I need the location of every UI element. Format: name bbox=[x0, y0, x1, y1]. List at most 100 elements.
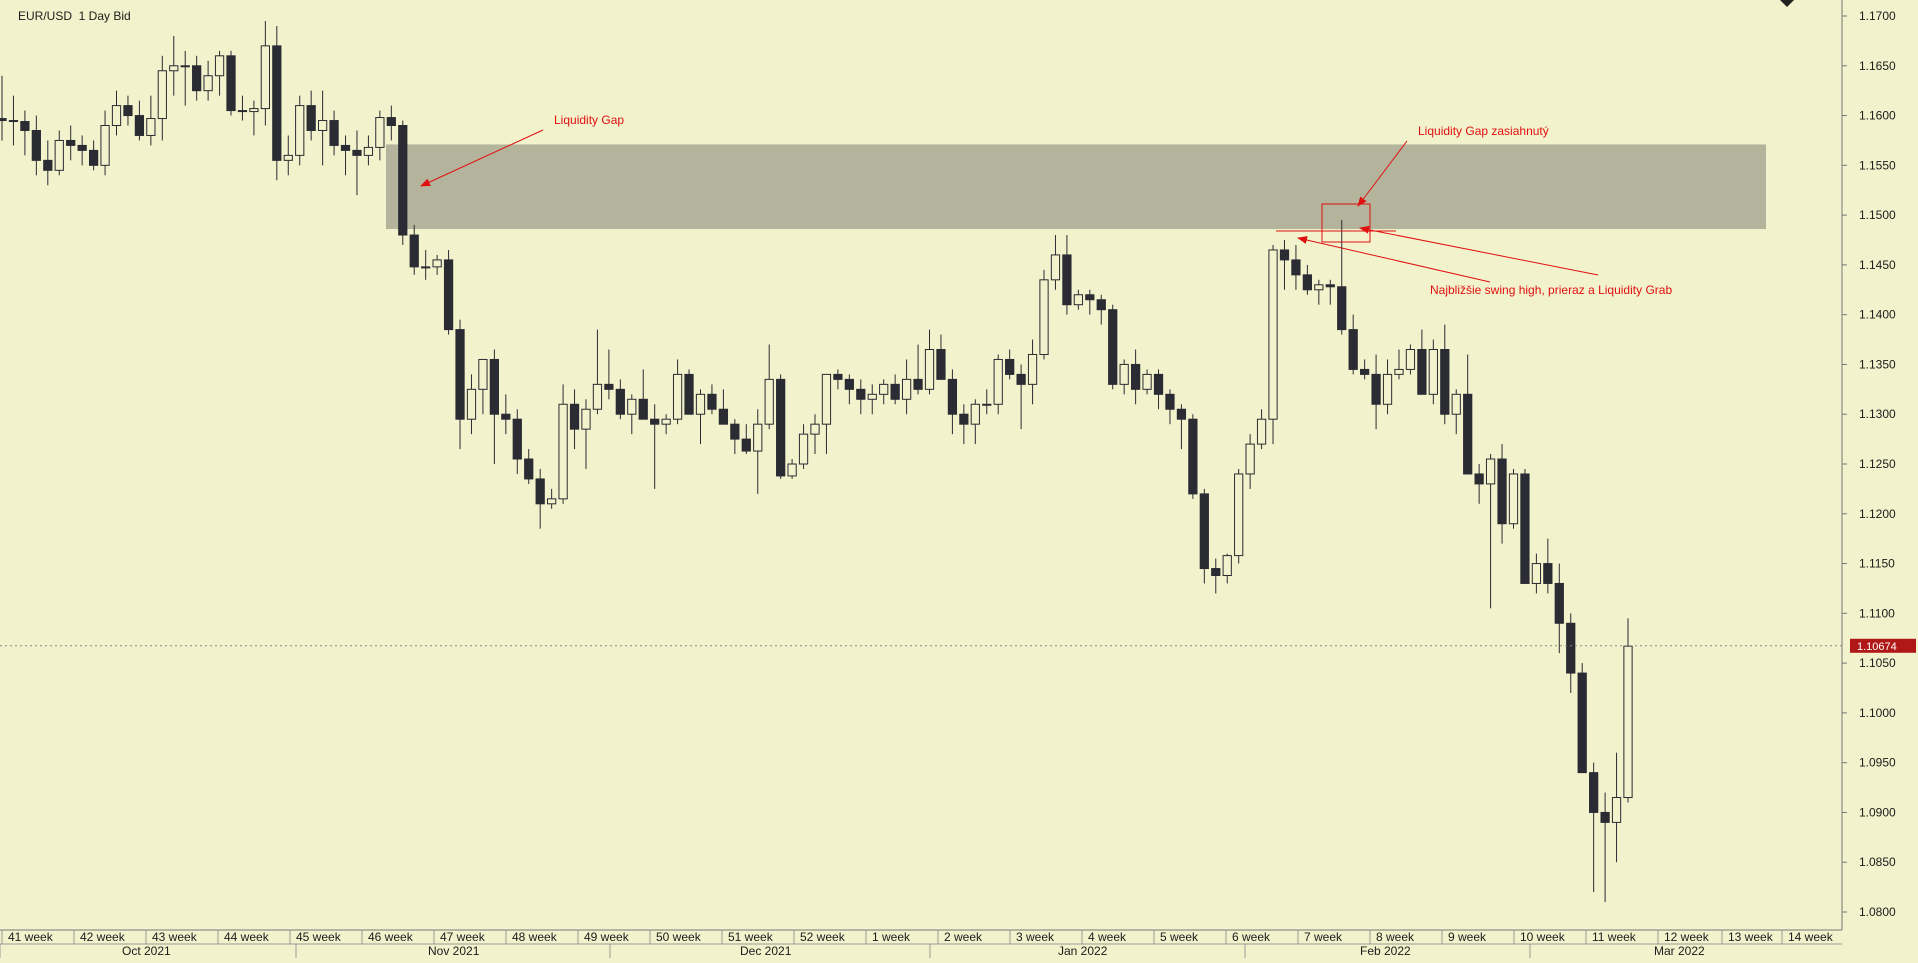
liquidity-gap-zone bbox=[386, 144, 1766, 230]
candle bbox=[512, 409, 522, 474]
week-label: 9 week bbox=[1448, 930, 1487, 944]
bull-candle-body bbox=[1234, 473, 1244, 557]
week-label: 1 week bbox=[872, 930, 911, 944]
candle bbox=[1073, 289, 1083, 310]
bull-candle-body bbox=[1050, 254, 1061, 281]
candle bbox=[1405, 344, 1416, 375]
bear-candle-body bbox=[1417, 349, 1427, 395]
candle bbox=[1440, 324, 1450, 425]
week-label: 14 week bbox=[1788, 930, 1834, 944]
candle bbox=[672, 359, 683, 425]
bull-candle-body bbox=[157, 70, 167, 120]
bear-candle-body bbox=[569, 403, 580, 430]
bear-candle-body bbox=[88, 149, 99, 166]
candle bbox=[283, 135, 293, 176]
candle bbox=[569, 389, 580, 450]
bear-candle-body bbox=[1005, 358, 1015, 375]
annotation-arrow bbox=[1357, 140, 1408, 207]
price-tick-label: 1.1350 bbox=[1859, 357, 1896, 371]
bear-candle-body bbox=[1199, 493, 1209, 570]
bear-candle-body bbox=[0, 118, 7, 122]
bull-candle-body bbox=[1314, 284, 1324, 291]
bear-candle-body bbox=[1463, 393, 1473, 475]
chevron-down-icon[interactable] bbox=[1780, 0, 1794, 7]
candle bbox=[169, 35, 179, 96]
bear-candle-body bbox=[959, 413, 969, 425]
candle bbox=[8, 95, 19, 146]
candle bbox=[1394, 349, 1404, 380]
candle bbox=[478, 358, 488, 415]
month-label: Jan 2022 bbox=[1058, 944, 1108, 958]
bull-candle-body bbox=[466, 388, 477, 420]
bear-candle-body bbox=[776, 378, 786, 477]
candle bbox=[295, 95, 305, 166]
price-tick-label: 1.1400 bbox=[1859, 308, 1896, 322]
bull-candle-body bbox=[695, 393, 706, 415]
bear-candle-body bbox=[1062, 254, 1072, 306]
bear-candle-body bbox=[1600, 811, 1610, 823]
candle bbox=[1325, 279, 1335, 305]
candle bbox=[833, 369, 843, 390]
candle bbox=[466, 374, 477, 435]
time-axis[interactable]: 41 week 42 week 43 week 44 week 45 week 46 we… bbox=[0, 929, 1842, 958]
week-label: 5 week bbox=[1160, 930, 1199, 944]
bull-candle-body bbox=[1531, 563, 1542, 584]
bull-candle-body bbox=[249, 108, 259, 113]
bear-candle-body bbox=[1440, 349, 1450, 415]
candle bbox=[1016, 364, 1026, 430]
candle bbox=[1085, 289, 1095, 315]
price-tick-label: 1.1450 bbox=[1859, 258, 1896, 272]
bear-candle-body bbox=[1176, 408, 1187, 420]
price-tick-label: 1.1050 bbox=[1859, 656, 1896, 670]
bull-candle-body bbox=[879, 383, 889, 395]
bull-candle-body bbox=[283, 154, 293, 161]
bear-candle-body bbox=[650, 418, 660, 425]
bull-candle-body bbox=[214, 55, 225, 77]
bull-candle-body bbox=[375, 117, 385, 148]
candle bbox=[970, 399, 980, 445]
price-tick-label: 1.1100 bbox=[1859, 606, 1895, 620]
candle bbox=[1222, 553, 1232, 584]
bull-candle-body bbox=[753, 423, 763, 452]
current-price-badge bbox=[1850, 638, 1916, 653]
candle bbox=[695, 389, 706, 445]
candle bbox=[913, 344, 923, 395]
bull-candle-body bbox=[810, 423, 820, 435]
bull-candle-body bbox=[993, 358, 1003, 405]
bull-candle-body bbox=[661, 418, 671, 425]
week-label: 6 week bbox=[1232, 930, 1271, 944]
bear-candle-body bbox=[741, 438, 751, 452]
candle bbox=[1256, 409, 1267, 450]
bull-candle-body bbox=[1073, 294, 1083, 306]
candle bbox=[214, 50, 225, 96]
bull-candle-body bbox=[547, 498, 557, 505]
bull-candle-body bbox=[1142, 373, 1152, 390]
price-tick-label: 1.0950 bbox=[1859, 756, 1896, 770]
candle bbox=[352, 130, 362, 196]
price-tick-label: 1.1550 bbox=[1859, 158, 1896, 172]
bear-candle-body bbox=[1543, 563, 1553, 584]
candle bbox=[375, 110, 385, 161]
price-tick-label: 1.0900 bbox=[1859, 805, 1896, 819]
bull-candle-body bbox=[1405, 349, 1416, 370]
candle bbox=[329, 110, 339, 156]
candle bbox=[1348, 314, 1358, 375]
bull-candle-body bbox=[1245, 443, 1255, 475]
candle bbox=[856, 379, 866, 415]
candle bbox=[1199, 488, 1209, 584]
month-label: Feb 2022 bbox=[1360, 944, 1411, 958]
candle bbox=[1428, 339, 1438, 405]
candle bbox=[88, 140, 99, 171]
candle bbox=[650, 404, 660, 489]
week-label: 41 week bbox=[8, 930, 54, 944]
candle bbox=[764, 344, 774, 430]
candle bbox=[409, 225, 419, 275]
bull-candle-body bbox=[592, 383, 603, 410]
bull-candle-body bbox=[764, 378, 774, 425]
candle bbox=[753, 409, 763, 494]
bull-candle-body bbox=[203, 75, 213, 92]
price-axis[interactable]: 1.1700 1.1650 1.1600 1.1550 1.1500 1.1450 1.14… bbox=[1841, 0, 1918, 958]
bear-candle-body bbox=[1085, 294, 1095, 301]
